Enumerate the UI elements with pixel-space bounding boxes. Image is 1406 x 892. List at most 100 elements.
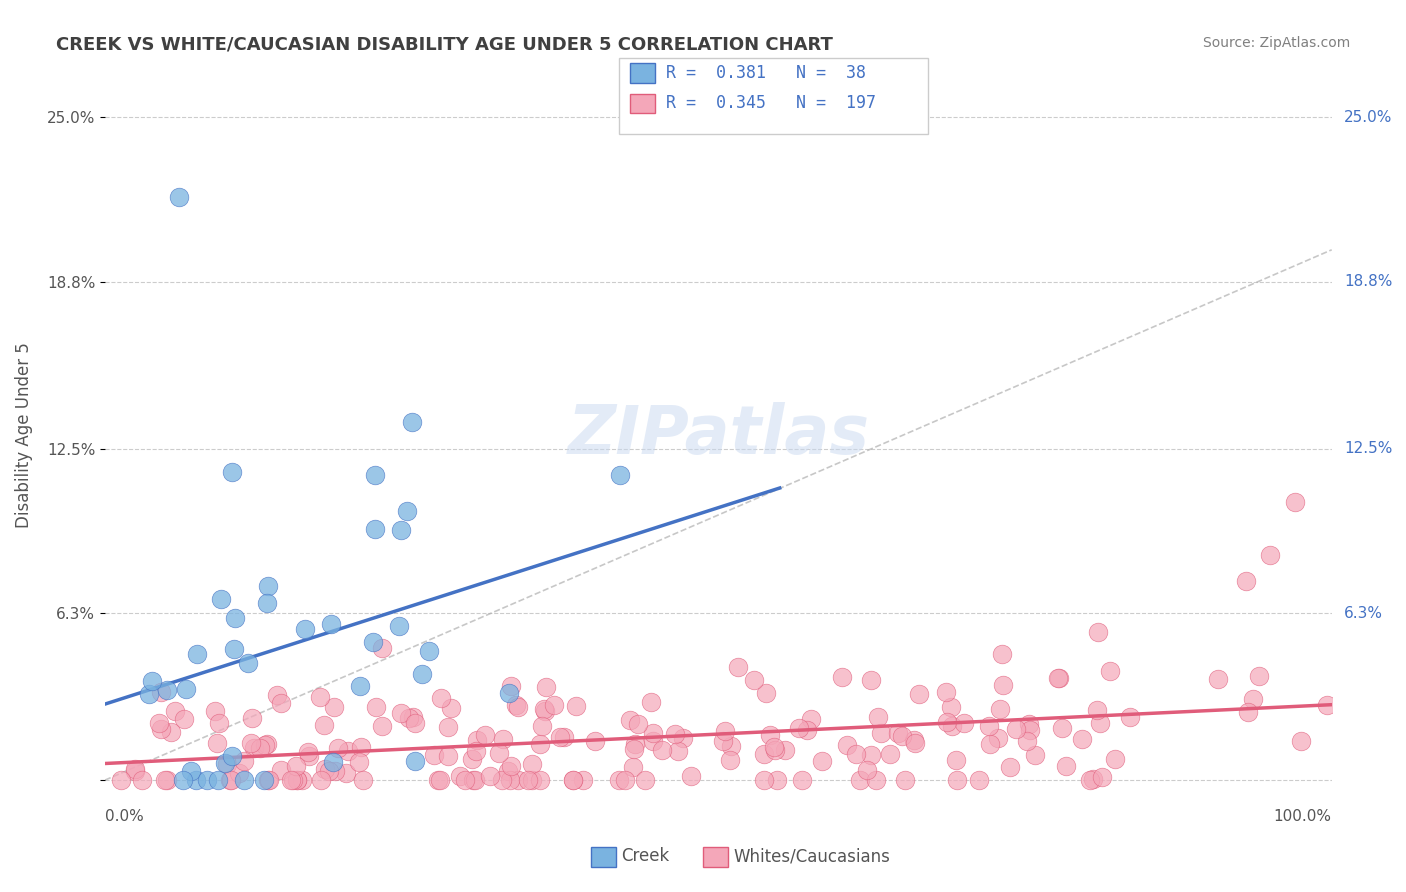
Whites/Caucasians <box>1047 671 1070 685</box>
Creek <box>224 611 246 625</box>
Whites/Caucasians <box>150 684 173 698</box>
Creek <box>498 686 520 700</box>
Whites/Caucasians <box>228 766 250 780</box>
Whites/Caucasians <box>463 773 485 788</box>
Whites/Caucasians <box>1054 759 1077 773</box>
Whites/Caucasians <box>221 773 243 788</box>
Whites/Caucasians <box>285 773 308 788</box>
Whites/Caucasians <box>270 763 292 777</box>
Whites/Caucasians <box>124 764 146 779</box>
Whites/Caucasians <box>1104 752 1126 766</box>
Whites/Caucasians <box>987 731 1010 745</box>
Whites/Caucasians <box>335 766 357 780</box>
Creek <box>253 773 276 788</box>
Whites/Caucasians <box>763 739 786 754</box>
Whites/Caucasians <box>979 737 1001 751</box>
Whites/Caucasians <box>423 747 446 762</box>
Whites/Caucasians <box>1050 721 1073 735</box>
Whites/Caucasians <box>314 762 336 776</box>
Whites/Caucasians <box>156 773 179 788</box>
Whites/Caucasians <box>347 755 370 769</box>
Whites/Caucasians <box>506 773 529 788</box>
Whites/Caucasians <box>848 773 870 788</box>
Whites/Caucasians <box>893 773 915 788</box>
Whites/Caucasians <box>831 670 853 684</box>
Whites/Caucasians <box>1284 494 1306 508</box>
Whites/Caucasians <box>800 712 823 726</box>
Whites/Caucasians <box>240 710 263 724</box>
Whites/Caucasians <box>173 712 195 726</box>
Creek <box>364 522 387 536</box>
Whites/Caucasians <box>517 773 540 788</box>
Whites/Caucasians <box>496 764 519 778</box>
Whites/Caucasians <box>572 773 595 788</box>
Creek <box>221 749 243 764</box>
Whites/Caucasians <box>908 686 931 700</box>
Whites/Caucasians <box>308 690 330 704</box>
Creek <box>363 635 385 649</box>
Text: CREEK VS WHITE/CAUCASIAN DISABILITY AGE UNDER 5 CORRELATION CHART: CREEK VS WHITE/CAUCASIAN DISABILITY AGE … <box>56 36 834 54</box>
Text: 25.0%: 25.0% <box>1344 110 1392 125</box>
Whites/Caucasians <box>835 738 858 752</box>
Whites/Caucasians <box>991 647 1014 661</box>
Whites/Caucasians <box>727 660 749 674</box>
Creek <box>221 466 243 480</box>
Whites/Caucasians <box>520 757 543 772</box>
Text: Whites/Caucasians: Whites/Caucasians <box>734 847 891 865</box>
Text: 6.3%: 6.3% <box>1344 606 1384 621</box>
Whites/Caucasians <box>561 773 583 788</box>
Whites/Caucasians <box>945 753 967 767</box>
Text: Creek: Creek <box>621 847 669 865</box>
Whites/Caucasians <box>1015 733 1038 747</box>
Whites/Caucasians <box>309 773 332 788</box>
Creek <box>172 773 194 788</box>
Creek <box>138 687 160 701</box>
Whites/Caucasians <box>935 715 957 730</box>
Whites/Caucasians <box>624 737 647 751</box>
Whites/Caucasians <box>205 736 228 750</box>
Whites/Caucasians <box>935 685 957 699</box>
Whites/Caucasians <box>371 640 394 655</box>
Whites/Caucasians <box>298 748 321 763</box>
Whites/Caucasians <box>1234 574 1257 589</box>
Text: 0.0%: 0.0% <box>105 809 143 824</box>
Creek <box>319 616 342 631</box>
Whites/Caucasians <box>1260 548 1282 562</box>
Creek <box>141 674 163 689</box>
Whites/Caucasians <box>1005 723 1028 737</box>
Whites/Caucasians <box>256 773 278 788</box>
Whites/Caucasians <box>714 723 737 738</box>
Text: 100.0%: 100.0% <box>1274 809 1331 824</box>
Creek <box>207 773 229 788</box>
Creek <box>156 682 179 697</box>
Whites/Caucasians <box>859 747 882 762</box>
Whites/Caucasians <box>946 773 969 788</box>
Whites/Caucasians <box>389 706 412 720</box>
Whites/Caucasians <box>508 700 530 714</box>
Creek <box>186 647 208 661</box>
Whites/Caucasians <box>427 773 450 788</box>
Whites/Caucasians <box>322 700 344 714</box>
Whites/Caucasians <box>613 773 636 788</box>
Whites/Caucasians <box>280 773 302 788</box>
Whites/Caucasians <box>651 743 673 757</box>
Whites/Caucasians <box>204 704 226 718</box>
Text: 18.8%: 18.8% <box>1344 274 1392 289</box>
Whites/Caucasians <box>488 746 510 760</box>
Whites/Caucasians <box>1019 723 1042 737</box>
Creek <box>322 756 344 770</box>
Whites/Caucasians <box>437 748 460 763</box>
Creek <box>294 622 316 636</box>
Whites/Caucasians <box>988 702 1011 716</box>
Whites/Caucasians <box>312 717 335 731</box>
Whites/Caucasians <box>879 747 901 761</box>
Whites/Caucasians <box>398 711 420 725</box>
Whites/Caucasians <box>640 695 662 709</box>
Whites/Caucasians <box>291 773 314 788</box>
Whites/Caucasians <box>548 730 571 744</box>
Whites/Caucasians <box>634 773 657 788</box>
Creek <box>238 656 260 670</box>
Whites/Caucasians <box>773 743 796 757</box>
Whites/Caucasians <box>672 731 695 745</box>
Creek <box>195 773 218 788</box>
